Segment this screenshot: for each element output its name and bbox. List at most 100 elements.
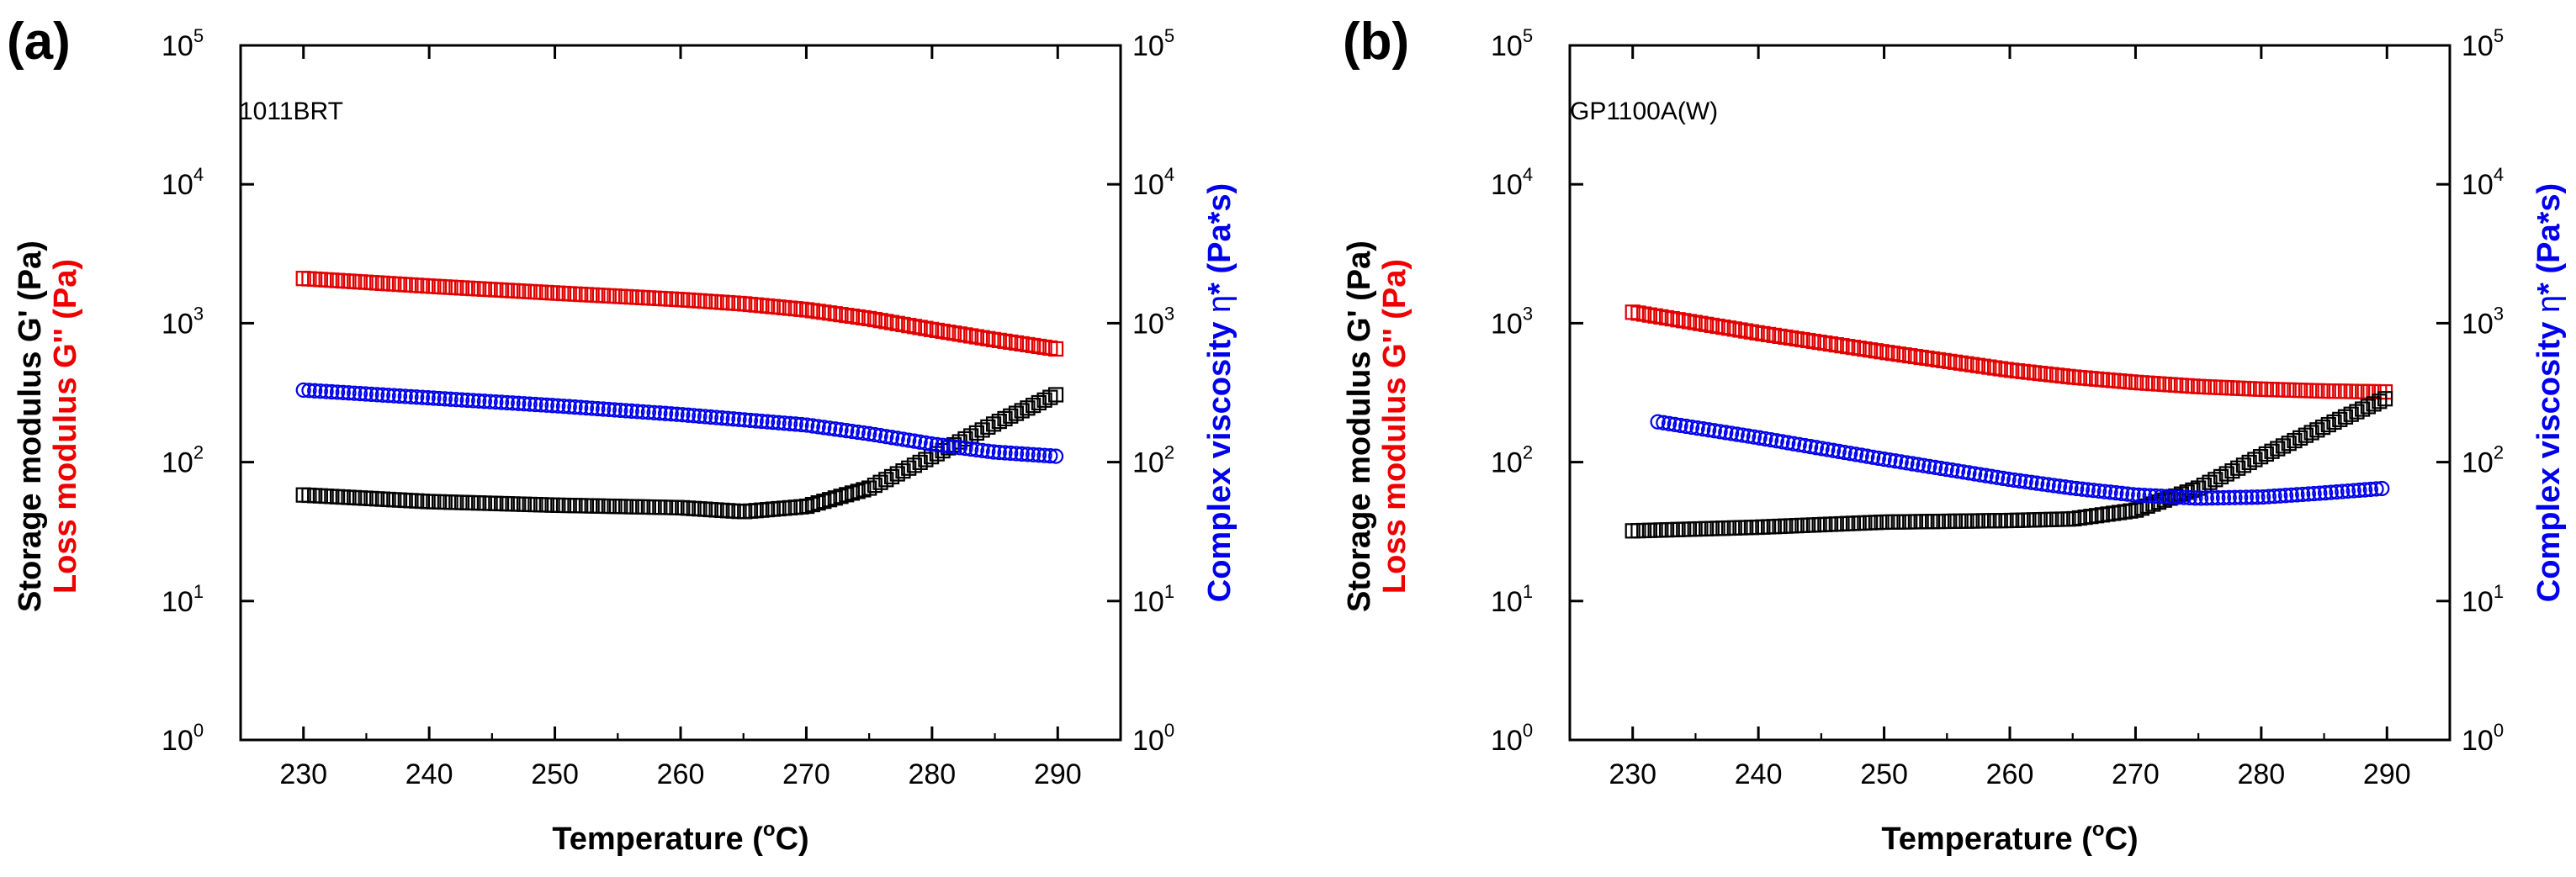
data-point bbox=[629, 404, 645, 420]
data-point bbox=[2261, 489, 2277, 505]
data-point bbox=[420, 390, 436, 406]
data-point bbox=[2253, 449, 2269, 465]
data-point bbox=[1020, 446, 1036, 462]
data-point bbox=[391, 388, 408, 404]
data-point bbox=[692, 408, 708, 424]
y-tick-label-left: 104 bbox=[162, 164, 204, 201]
data-point bbox=[2046, 478, 2062, 494]
data-point bbox=[374, 387, 390, 403]
data-point bbox=[1865, 449, 1881, 465]
data-point bbox=[2227, 489, 2243, 505]
data-point bbox=[2125, 487, 2141, 503]
data-point bbox=[2224, 463, 2240, 479]
data-point bbox=[1699, 316, 1715, 332]
data-point bbox=[2372, 394, 2388, 409]
data-point bbox=[2159, 489, 2175, 505]
data-point bbox=[2198, 490, 2214, 506]
data-point bbox=[810, 495, 826, 511]
data-point bbox=[2086, 483, 2102, 499]
data-point bbox=[754, 413, 770, 430]
data-point bbox=[941, 438, 957, 454]
data-point bbox=[827, 490, 843, 506]
data-point bbox=[946, 439, 962, 455]
data-point bbox=[584, 400, 600, 416]
data-point bbox=[1653, 309, 1669, 325]
data-point bbox=[980, 443, 996, 459]
data-point bbox=[2006, 472, 2022, 489]
data-point bbox=[924, 321, 940, 337]
x-axis-label: Temperature (oC) bbox=[552, 818, 808, 857]
y-axis-label-loss-modulus: Loss modulus G'' (Pa) bbox=[48, 259, 83, 594]
data-point bbox=[2191, 480, 2207, 496]
data-point bbox=[1687, 314, 1703, 330]
data-point bbox=[573, 399, 589, 415]
data-point bbox=[544, 398, 560, 414]
data-point bbox=[2029, 475, 2045, 491]
data-point bbox=[889, 315, 905, 331]
data-point bbox=[2153, 489, 2170, 505]
data-point bbox=[2335, 483, 2351, 499]
data-point bbox=[1808, 440, 1824, 456]
x-tick-label: 250 bbox=[1860, 758, 1908, 790]
data-point bbox=[1738, 323, 1754, 339]
data-point bbox=[2012, 473, 2028, 489]
data-point bbox=[2108, 485, 2124, 501]
data-point bbox=[883, 314, 900, 330]
data-point bbox=[997, 410, 1013, 427]
y-tick-label-right: 104 bbox=[1132, 164, 1174, 201]
data-point bbox=[312, 383, 328, 399]
x-tick-label: 260 bbox=[657, 758, 705, 790]
data-point bbox=[590, 400, 606, 417]
data-point bbox=[2074, 481, 2091, 497]
data-point bbox=[2275, 438, 2292, 454]
data-point bbox=[1678, 418, 1694, 435]
data-point bbox=[1921, 458, 1937, 474]
data-point bbox=[511, 395, 527, 411]
x-tick-label: 230 bbox=[279, 758, 327, 790]
series-1 bbox=[295, 387, 1064, 520]
data-point bbox=[2374, 480, 2390, 497]
y-tick-label-left: 100 bbox=[162, 720, 204, 757]
data-point bbox=[2332, 411, 2348, 427]
data-point bbox=[1899, 455, 1915, 471]
data-point bbox=[538, 397, 554, 413]
y-tick-label-right: 103 bbox=[2462, 303, 2504, 340]
data-point bbox=[889, 431, 905, 446]
series-2 bbox=[295, 382, 1064, 464]
data-point bbox=[1743, 324, 1760, 340]
data-point bbox=[2357, 482, 2373, 498]
data-point bbox=[2139, 498, 2155, 514]
data-point bbox=[1630, 305, 1646, 321]
data-point bbox=[1026, 398, 1042, 414]
data-point bbox=[567, 399, 583, 415]
data-point bbox=[1842, 446, 1858, 462]
data-point bbox=[2069, 480, 2085, 497]
data-point bbox=[657, 405, 674, 421]
data-point bbox=[2145, 496, 2161, 512]
data-point bbox=[918, 435, 934, 451]
data-point bbox=[1870, 450, 1886, 467]
data-point bbox=[708, 409, 724, 425]
data-point bbox=[1893, 454, 1909, 470]
data-point bbox=[731, 411, 747, 427]
data-point bbox=[883, 430, 900, 446]
data-point bbox=[369, 387, 385, 403]
data-point bbox=[878, 472, 894, 488]
data-point bbox=[1910, 457, 1927, 473]
data-point bbox=[856, 425, 872, 441]
data-point bbox=[2096, 483, 2112, 499]
data-point bbox=[782, 415, 798, 431]
y-tick-label-right: 101 bbox=[2462, 581, 2504, 618]
data-point bbox=[1887, 453, 1904, 469]
data-point bbox=[793, 416, 809, 433]
data-point bbox=[1989, 469, 2006, 485]
data-point bbox=[2355, 401, 2371, 417]
data-point bbox=[833, 489, 849, 505]
data-point bbox=[2266, 489, 2282, 505]
data-point bbox=[380, 388, 396, 404]
data-point bbox=[2270, 441, 2286, 457]
data-point bbox=[901, 460, 917, 476]
data-point bbox=[1814, 441, 1830, 457]
data-point bbox=[2264, 443, 2280, 459]
data-point bbox=[2102, 484, 2118, 500]
